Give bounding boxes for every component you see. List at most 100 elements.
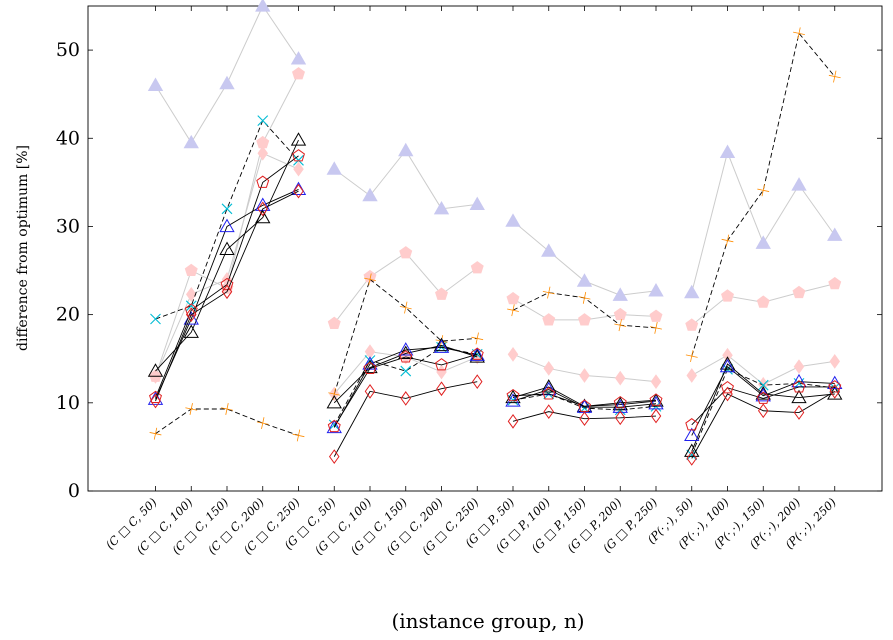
series-5-point (505, 389, 521, 404)
series-3-point (400, 365, 412, 377)
y-tick-label: 30 (56, 215, 80, 237)
series-4-point (292, 429, 305, 442)
series-6 (147, 181, 843, 442)
series-2-point (614, 370, 626, 386)
series-6-point (541, 381, 557, 396)
series-2-point (722, 347, 733, 363)
series-7-point (399, 350, 413, 363)
series-4-point (685, 350, 698, 363)
series-1 (149, 67, 842, 382)
series-7-point (542, 387, 556, 400)
series-4-point (149, 427, 162, 440)
series-4-point (721, 234, 734, 247)
series-0-point (576, 273, 593, 287)
series-8 (150, 183, 841, 466)
series-5-point (433, 337, 450, 352)
series-2-point (293, 161, 304, 177)
series-6-point (827, 375, 843, 390)
series-2-point (650, 374, 662, 390)
series-0-point (612, 287, 628, 301)
series-6-line (155, 189, 299, 400)
series-6-point (255, 197, 271, 211)
series-5-point (147, 363, 164, 377)
series-4-point (507, 304, 519, 317)
series-8-point (150, 393, 161, 409)
series-7-point (256, 175, 270, 188)
y-tick-label: 40 (56, 127, 80, 149)
series-0-point (541, 243, 557, 257)
series-1-point (292, 67, 305, 80)
series-6-point (612, 399, 628, 413)
series-6-point (719, 358, 736, 373)
series-5-point (362, 359, 378, 374)
series-0-point (755, 235, 771, 249)
series-4-point (650, 321, 662, 334)
series-4-point (185, 403, 198, 415)
series-4 (149, 27, 841, 442)
series-1-point (470, 261, 484, 274)
series-8-point (364, 383, 376, 399)
series-0-line (691, 150, 836, 293)
series-0-point (362, 187, 378, 202)
series-3-point (185, 300, 197, 312)
series-8-point (686, 451, 698, 466)
series-5-line (155, 139, 299, 372)
series-8-point (221, 284, 233, 300)
series-0-point (255, 0, 271, 12)
series-3 (150, 115, 841, 461)
series-2-point (579, 368, 590, 383)
series-4-point (828, 70, 841, 83)
series-5-point (183, 324, 199, 338)
series-8-point (543, 404, 555, 420)
series-5-point (719, 356, 736, 370)
series-5-point (612, 396, 628, 411)
series-4-point (399, 301, 412, 314)
series-6-point (290, 181, 307, 196)
series-5-line (512, 386, 657, 407)
series-2 (150, 145, 841, 402)
series-7-point (649, 393, 663, 406)
series-1-point (578, 313, 591, 326)
y-axis-ticks: 0 10 20 30 40 50 (56, 39, 882, 502)
series-8-point (829, 383, 841, 399)
series-0-point (719, 144, 736, 158)
y-tick-label: 10 (56, 392, 80, 414)
series-2-point (543, 361, 555, 376)
series-4-line (691, 32, 836, 357)
series-7-point (506, 388, 520, 402)
series-7-point (721, 381, 734, 394)
series-1-point (756, 295, 770, 308)
series-8-point (436, 381, 447, 397)
series-7-point (327, 419, 341, 433)
series-4-point (757, 184, 770, 197)
series-4-point (542, 286, 555, 299)
series-0-line (333, 149, 478, 210)
series-3-line (155, 119, 299, 320)
series-7 (149, 149, 842, 433)
series-0-point (147, 77, 164, 91)
series-6-line (512, 389, 657, 408)
series-0-point (398, 142, 414, 157)
series-8-point (757, 403, 769, 419)
series-8-point (293, 183, 304, 199)
series-1-point (828, 276, 842, 290)
series-1-point (792, 285, 806, 299)
series-8-point (257, 201, 269, 217)
series-3-line (333, 346, 478, 426)
series-1-point (542, 313, 556, 326)
series-2-point (829, 354, 841, 369)
series-1-point (649, 309, 663, 322)
series-8-point (400, 391, 412, 406)
series-7-point (470, 347, 484, 360)
series-4-point (793, 27, 805, 40)
series-3-point (757, 379, 769, 391)
series-8-point (793, 405, 805, 420)
series-6-point (147, 391, 164, 405)
series-6-point (326, 419, 342, 434)
series-7-line (333, 353, 478, 427)
series-0-point (183, 134, 199, 149)
series-7-point (613, 396, 627, 409)
series-5-point (398, 345, 414, 360)
series-1-line (333, 252, 478, 324)
